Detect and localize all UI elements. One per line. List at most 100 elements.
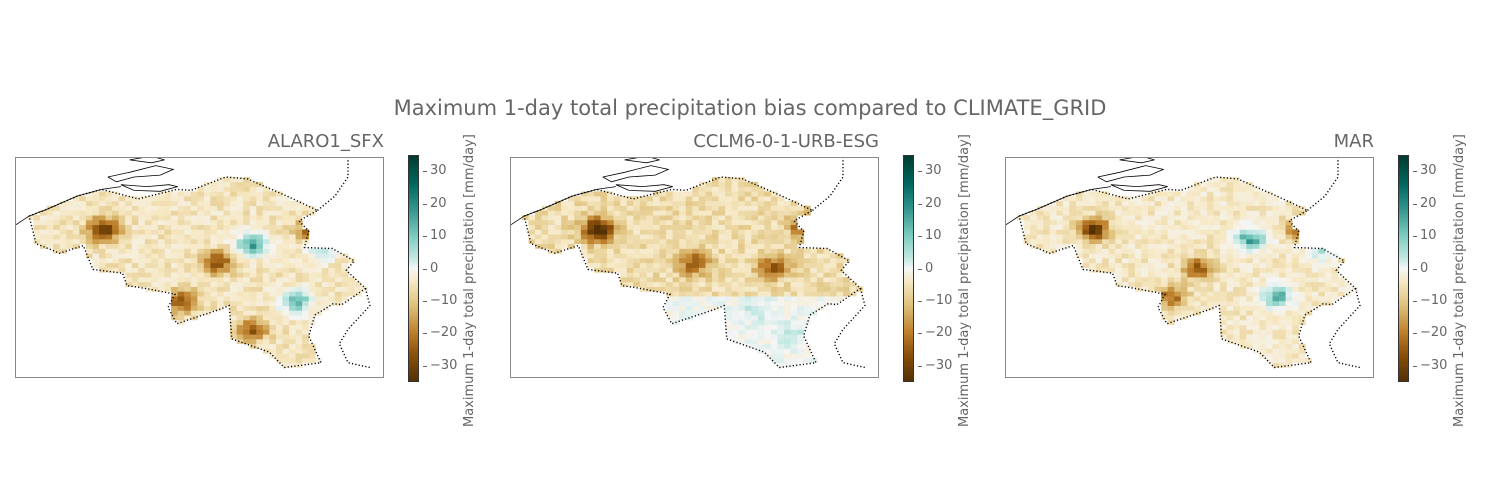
grid-cell	[1154, 210, 1162, 216]
grid-cell	[738, 310, 746, 316]
grid-cell	[1285, 291, 1293, 297]
grid-cell	[164, 277, 172, 283]
grid-cell	[328, 257, 336, 264]
grid-cell	[679, 277, 687, 283]
grid-cell	[236, 238, 244, 245]
grid-cell	[1285, 219, 1293, 226]
grid-cell	[567, 196, 575, 202]
grid-cell	[118, 210, 126, 216]
grid-cell	[1089, 219, 1096, 226]
grid-cell	[1285, 277, 1293, 283]
grid-cell	[541, 243, 549, 249]
grid-cell	[1082, 219, 1090, 226]
grid-cell	[1213, 229, 1221, 235]
grid-cell	[725, 267, 733, 273]
grid-cell	[751, 281, 759, 287]
grid-cell	[639, 262, 647, 268]
grid-cell	[1128, 229, 1136, 235]
grid-cell	[790, 329, 798, 335]
grid-cell	[784, 300, 792, 306]
grid-cell	[751, 334, 759, 340]
grid-cell	[1331, 296, 1339, 302]
grid-cell	[548, 229, 556, 235]
grid-cell	[1279, 210, 1287, 216]
grid-cell	[1082, 253, 1090, 259]
grid-cell	[1115, 267, 1123, 273]
grid-cell	[1095, 215, 1103, 221]
grid-cell	[1134, 243, 1142, 249]
grid-cell	[59, 229, 67, 235]
grid-cell	[138, 248, 146, 254]
grid-cell	[1167, 210, 1175, 216]
grid-cell	[1239, 305, 1247, 311]
grid-cell	[790, 353, 798, 359]
grid-cell	[613, 248, 621, 254]
grid-cell	[600, 191, 608, 197]
grid-cell	[289, 353, 297, 359]
grid-cell	[1213, 177, 1221, 183]
grid-cell	[1174, 286, 1182, 292]
grid-cell	[1239, 215, 1247, 221]
grid-cell	[1193, 229, 1201, 235]
grid-cell	[790, 315, 798, 321]
grid-cell	[1036, 219, 1044, 226]
grid-cell	[567, 229, 575, 235]
grid-cell	[249, 262, 257, 268]
grid-cell	[613, 205, 621, 211]
grid-cell	[790, 229, 798, 235]
colorbar-tick: 20	[423, 195, 447, 211]
grid-cell	[144, 215, 152, 221]
grid-cell	[705, 229, 713, 235]
grid-cell	[698, 296, 706, 302]
grid-cell	[1272, 277, 1280, 283]
grid-cell	[725, 191, 733, 197]
grid-cell	[1095, 234, 1103, 240]
grid-cell	[275, 353, 283, 359]
grid-cell	[633, 196, 641, 202]
grid-cell	[1226, 196, 1234, 202]
grid-cell	[731, 229, 739, 235]
grid-cell	[731, 338, 739, 345]
grid-cell	[249, 277, 257, 283]
grid-cell	[1220, 291, 1228, 297]
grid-cell	[1285, 286, 1293, 292]
grid-cell	[118, 267, 126, 273]
grid-cell	[216, 267, 224, 273]
grid-cell	[315, 291, 323, 297]
grid-cell	[1220, 329, 1228, 335]
grid-cell	[289, 257, 297, 264]
grid-cell	[92, 234, 100, 240]
grid-cell	[1233, 215, 1241, 221]
grid-cell	[705, 305, 713, 311]
grid-cell	[790, 257, 798, 264]
grid-cell	[1121, 243, 1129, 249]
grid-cell	[1279, 319, 1287, 326]
grid-cell	[112, 196, 120, 202]
grid-cell	[1265, 272, 1273, 278]
grid-cell	[66, 234, 74, 240]
grid-cell	[269, 305, 277, 311]
grid-cell	[1324, 300, 1332, 306]
grid-cell	[249, 281, 257, 287]
grid-cell	[751, 262, 759, 268]
grid-cell	[1292, 310, 1300, 316]
grid-cell	[1265, 253, 1273, 259]
grid-cell	[770, 200, 778, 207]
grid-cell	[197, 310, 205, 316]
grid-cell	[698, 277, 706, 283]
grid-cell	[698, 267, 706, 273]
grid-cell	[85, 243, 93, 249]
grid-cell	[1206, 267, 1214, 273]
grid-cell	[243, 329, 251, 335]
grid-cell	[112, 253, 120, 259]
grid-cell	[770, 229, 778, 235]
grid-cell	[1030, 229, 1037, 235]
grid-cell	[275, 224, 283, 230]
grid-cell	[770, 348, 778, 354]
grid-cell	[1279, 257, 1287, 264]
grid-cell	[1252, 262, 1260, 268]
grid-cell	[1161, 219, 1169, 226]
grid-cell	[1069, 210, 1077, 216]
grid-cell	[1115, 219, 1123, 226]
